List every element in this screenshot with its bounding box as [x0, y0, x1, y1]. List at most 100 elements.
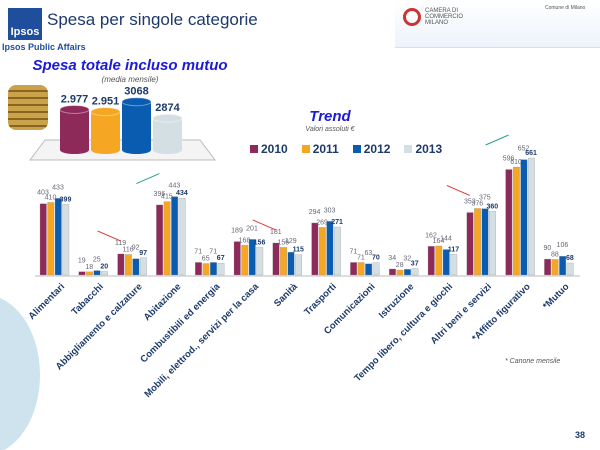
data-label: 68	[566, 255, 574, 262]
data-label: 399	[60, 196, 72, 203]
data-label: 90	[544, 245, 552, 252]
category-label: Abitazione	[142, 281, 184, 323]
cylinder-bar	[91, 111, 120, 150]
bar-2010	[39, 203, 47, 276]
data-label: 92	[132, 245, 140, 252]
cylinder-bar	[60, 109, 89, 150]
bar-2013	[566, 262, 574, 276]
bar-2010	[233, 241, 241, 276]
legend: 2010 2011 2012 2013	[250, 142, 442, 156]
data-label: 20	[100, 263, 108, 270]
bar-2010	[544, 258, 552, 276]
bar-2012	[404, 269, 411, 276]
data-label: 164	[433, 238, 445, 245]
category-label: Combustibili ed energia	[138, 281, 222, 365]
data-label: 360	[486, 203, 498, 210]
bar-2012	[559, 256, 567, 276]
bar-2013	[178, 198, 186, 276]
bar-2010	[117, 253, 125, 276]
data-label: 18	[85, 264, 93, 271]
bar-2011	[47, 202, 55, 276]
data-label: 443	[169, 183, 181, 190]
legend-label: 2011	[312, 142, 339, 156]
bar-2012	[171, 196, 179, 276]
bar-2013	[256, 247, 264, 276]
data-label: 97	[139, 250, 147, 257]
category-label: Trasporti	[302, 281, 339, 318]
cylinder-bottom	[60, 146, 89, 154]
trend-arrow-up	[136, 173, 160, 185]
data-label: 181	[270, 229, 282, 236]
legend-label: 2013	[415, 142, 443, 156]
page-title: Spesa per singole categorie	[47, 10, 258, 29]
bar-2013	[489, 211, 496, 276]
bar-2012	[287, 252, 295, 276]
bar-2012	[365, 263, 373, 276]
cylinder-top	[59, 104, 90, 114]
data-label: 25	[93, 257, 101, 264]
coins-icon	[8, 85, 48, 130]
data-label: 129	[285, 238, 297, 245]
cylinder-label: 2.977	[61, 93, 89, 105]
bar-2011	[163, 201, 171, 276]
data-label: 610	[510, 159, 522, 166]
bar-2010	[505, 169, 513, 276]
data-label: 156	[254, 239, 266, 246]
bar-2011	[396, 269, 404, 276]
legend-swatch	[404, 145, 413, 153]
bar-2012	[54, 198, 62, 276]
trend-arrow-up	[485, 134, 509, 146]
data-label: 144	[440, 236, 452, 243]
category-label: Alimentari	[26, 281, 67, 322]
data-label: 415	[161, 194, 173, 201]
bar-2012	[481, 208, 489, 276]
cylinder-label: 2.951	[92, 96, 120, 108]
footnote: * Canone mensile	[505, 358, 561, 365]
bar-2013	[411, 268, 419, 276]
bar-2011	[474, 208, 481, 276]
data-label: 28	[396, 262, 404, 269]
legend-swatch	[352, 145, 361, 153]
data-label: 63	[365, 250, 373, 257]
data-label: 71	[357, 254, 365, 261]
cylinder-label: 2874	[155, 102, 180, 114]
data-label: 403	[37, 190, 49, 197]
data-label: 117	[448, 246, 459, 253]
legend-label: 2010	[261, 142, 288, 156]
data-label: 65	[202, 255, 210, 262]
data-label: 294	[309, 209, 321, 216]
cylinder-bar	[153, 118, 182, 150]
bar-2013	[333, 226, 341, 276]
bar-2011	[86, 271, 93, 276]
decorative-circle	[0, 298, 40, 450]
bar-2013	[101, 271, 108, 276]
cylinder-bottom	[122, 146, 151, 154]
data-label: 596	[503, 156, 515, 163]
page-number: 38	[575, 430, 586, 440]
cylinder-bar	[122, 101, 151, 150]
data-label: 71	[209, 248, 217, 255]
data-label: 32	[403, 255, 411, 262]
data-label: 434	[176, 190, 188, 197]
data-label: 162	[425, 232, 437, 239]
data-label: 201	[246, 225, 258, 232]
data-label: 88	[551, 251, 559, 258]
data-label: 119	[115, 240, 126, 247]
trend-arrow-down	[446, 184, 470, 196]
bar-2012	[248, 239, 256, 276]
cylinder-bottom	[153, 146, 182, 154]
data-label: 168	[239, 237, 251, 244]
cylinder-top	[152, 113, 183, 123]
bar-2013	[295, 254, 302, 276]
data-label: 70	[372, 255, 380, 262]
bar-2011	[280, 247, 287, 276]
data-label: 67	[217, 255, 225, 262]
bar-2011	[124, 254, 132, 276]
bar-2011	[318, 227, 326, 276]
partner-logos: CAMERA DI COMMERCIO MILANO Comune di Mil…	[395, 0, 600, 48]
data-label: 34	[388, 255, 396, 262]
trend-arrow-down	[97, 230, 121, 242]
category-label: Sanità	[272, 281, 300, 309]
bar-2012	[520, 159, 528, 276]
